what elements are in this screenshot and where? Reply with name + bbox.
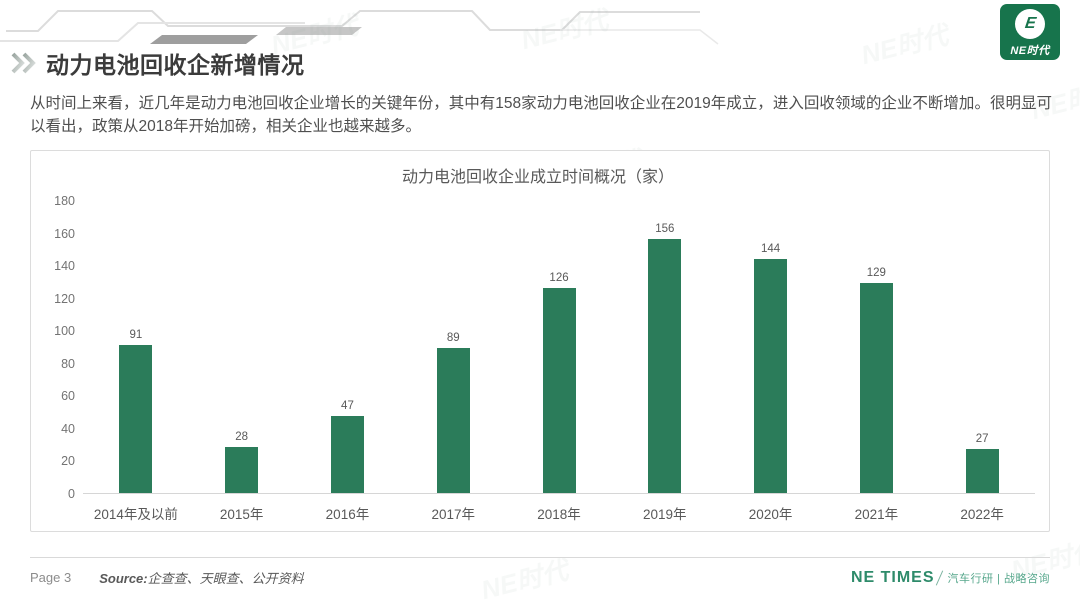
bar xyxy=(330,416,364,493)
bar-value-label: 144 xyxy=(760,243,781,255)
y-tick-label: 60 xyxy=(61,389,75,404)
page-title: 动力电池回收企新增情况 xyxy=(46,52,305,78)
footer-divider-line xyxy=(30,557,1050,558)
bar xyxy=(648,239,682,493)
x-tick-label: 2017年 xyxy=(431,507,475,522)
footer: Page 3 Source:企查查、天眼查、公开资料 NE TIMES 汽车行研… xyxy=(30,568,1050,587)
bar xyxy=(436,348,470,493)
x-tick-label: 2021年 xyxy=(854,507,899,522)
bar-column: 144 xyxy=(718,201,824,493)
bar-column: 89 xyxy=(400,201,506,493)
footer-brand: NE TIMES xyxy=(850,568,935,586)
x-tick-label: 2020年 xyxy=(748,507,793,522)
bar-chart: 180 160 140 120 100 80 60 40 20 0 91 28 47 89 126 156 1… xyxy=(41,194,1035,523)
chart-title: 动力电池回收企业成立时间概况（家） xyxy=(401,169,674,186)
x-tick-label: 2018年 xyxy=(537,507,581,522)
bar-value-label: 27 xyxy=(975,433,989,445)
intro-paragraph: 从时间上来看，近几年是动力电池回收企业增长的关键年份，其中有158家动力电池回收… xyxy=(30,95,1052,136)
bars-area: 91 28 47 89 126 156 144 129 27 xyxy=(83,201,1035,494)
footer-tagline: 汽车行研 | 战略咨询 xyxy=(947,572,1050,585)
bar xyxy=(542,288,576,493)
tech-lines-decoration xyxy=(0,10,719,45)
bar-column: 47 xyxy=(295,201,401,493)
dark-trapezoid xyxy=(150,35,258,44)
logo-leaf-icon: E xyxy=(1015,8,1045,39)
bar xyxy=(965,449,999,493)
source-label: Source: xyxy=(99,571,148,586)
x-axis-labels: 2014年及以前 2015年 2016年 2017年 2018年 2019年 2020年 20… xyxy=(83,494,1035,523)
x-tick-label: 2015年 xyxy=(219,507,264,522)
page-number: Page 3 xyxy=(30,570,72,585)
bar-column: 129 xyxy=(823,201,929,493)
y-tick-label: 0 xyxy=(68,487,75,501)
y-axis: 180 160 140 120 100 80 60 40 20 0 xyxy=(41,194,83,501)
bar-column: 28 xyxy=(189,201,295,493)
y-tick-label: 160 xyxy=(54,226,75,241)
footer-separator xyxy=(935,569,943,586)
bar-column: 126 xyxy=(506,201,612,493)
source-note: Source:企查查、天眼查、公开资料 xyxy=(99,568,303,587)
bar xyxy=(859,283,893,493)
bar-column: 91 xyxy=(83,201,189,493)
y-tick-label: 40 xyxy=(61,421,75,436)
bar-value-label: 28 xyxy=(235,431,249,443)
footer-brand-block: NE TIMES 汽车行研 | 战略咨询 xyxy=(851,569,1050,587)
bar-value-label: 156 xyxy=(655,223,675,235)
y-tick-label: 80 xyxy=(61,356,75,371)
plot-area: 91 28 47 89 126 156 144 129 27 2014年及以前 2015年 2016… xyxy=(83,201,1035,523)
y-tick-label: 180 xyxy=(54,194,75,208)
y-tick-label: 20 xyxy=(61,454,75,469)
logo-label: NE时代 xyxy=(1010,44,1050,57)
bar xyxy=(754,259,788,493)
x-tick-label: 2019年 xyxy=(643,507,687,522)
bar-value-label: 126 xyxy=(549,272,569,284)
ne-times-logo: E NE时代 xyxy=(1000,4,1060,60)
top-decorative-band xyxy=(0,0,1080,45)
title-row: 动力电池回收企新增情况 xyxy=(10,46,305,80)
bar-column: 156 xyxy=(612,201,718,493)
bar-value-label: 129 xyxy=(866,267,886,279)
x-tick-label: 2014年及以前 xyxy=(93,507,178,522)
bar xyxy=(225,447,259,493)
chart-card: 动力电池回收企业成立时间概况（家） 180 160 140 120 100 80 60 40 2… xyxy=(30,150,1050,532)
bar-value-label: 91 xyxy=(129,329,143,341)
bar-value-label: 47 xyxy=(341,400,354,412)
light-trapezoid xyxy=(276,27,362,35)
bar-value-label: 89 xyxy=(446,332,460,344)
y-tick-label: 120 xyxy=(54,291,75,306)
logo-glyph: E xyxy=(1023,14,1037,32)
bar xyxy=(119,345,153,493)
y-tick-label: 140 xyxy=(54,259,75,274)
x-tick-label: 2022年 xyxy=(960,507,1004,522)
y-tick-label: 100 xyxy=(54,324,75,339)
double-chevron-icon xyxy=(10,52,38,74)
source-text: 企查查、天眼查、公开资料 xyxy=(147,571,304,586)
bar-column: 27 xyxy=(929,201,1035,493)
x-tick-label: 2016年 xyxy=(325,507,370,522)
